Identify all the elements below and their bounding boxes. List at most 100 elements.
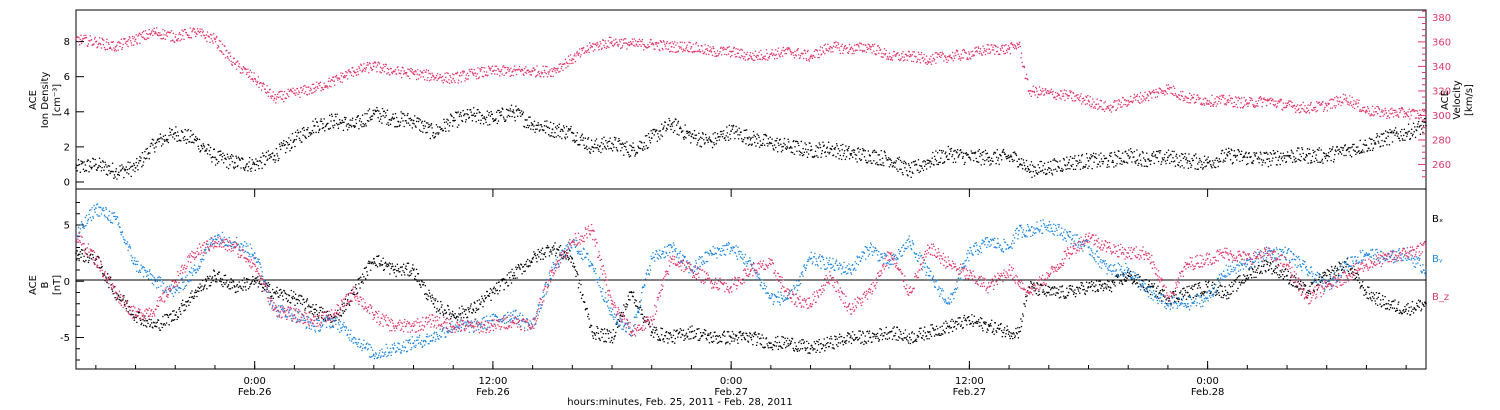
data-point-fill [133, 319, 136, 321]
data-point-fill [275, 290, 278, 292]
data-point-fill [854, 153, 856, 156]
data-point-fill [391, 72, 394, 75]
data-point-fill [402, 67, 404, 69]
data-point-fill [500, 70, 502, 72]
data-point-fill [1414, 126, 1416, 128]
data-point-fill [1001, 151, 1004, 153]
data-point-fill [802, 154, 805, 156]
data-point-fill [1307, 104, 1309, 106]
data-point-fill [332, 126, 335, 129]
data-point-fill [1393, 129, 1396, 132]
data-point-fill [887, 58, 890, 61]
data-point-fill [776, 57, 778, 60]
data-point-fill [843, 47, 845, 49]
data-point-fill [962, 57, 964, 59]
data-point-fill [302, 298, 305, 300]
data-point-fill [956, 50, 959, 52]
data-point-fill [796, 140, 799, 143]
data-point-fill [936, 152, 939, 154]
data-point-fill [1152, 155, 1154, 158]
data-point-fill [564, 138, 567, 140]
data-point-fill [957, 156, 959, 158]
data-point-fill [287, 299, 289, 302]
data-point-fill [1270, 153, 1273, 155]
data-point-fill [832, 45, 835, 47]
data-point-fill [1237, 96, 1240, 98]
data-point-fill [297, 90, 300, 92]
data-point-fill [981, 54, 984, 56]
data-point-fill [681, 41, 683, 43]
data-point-fill [824, 52, 826, 55]
data-point-fill [759, 140, 762, 142]
data-point-fill [227, 167, 230, 170]
data-point-fill [782, 46, 785, 49]
data-point-fill [828, 153, 830, 155]
data-point-fill [1156, 95, 1159, 98]
top-right-tick-label: 300 [1432, 111, 1451, 122]
data-point-fill [130, 42, 132, 44]
data-point-fill [187, 36, 190, 39]
data-point-fill [809, 57, 811, 59]
data-point-fill [222, 162, 225, 164]
x-tick-label-time: 0:00 [243, 376, 265, 387]
data-point-fill [719, 135, 721, 138]
data-point-fill [1139, 159, 1142, 162]
data-point-fill [327, 122, 329, 125]
data-point-fill [332, 76, 335, 78]
data-point-fill [466, 78, 468, 81]
data-point-fill [1163, 156, 1165, 159]
data-point-fill [721, 53, 723, 56]
data-point-fill [142, 30, 145, 33]
data-point-fill [165, 32, 168, 34]
data-point-fill [1227, 101, 1230, 104]
data-point-fill [1122, 97, 1124, 99]
data-point-fill [139, 42, 141, 44]
data-point-fill [93, 165, 96, 167]
data-point-fill [257, 164, 260, 167]
data-point-fill [80, 42, 83, 45]
data-point-fill [1416, 110, 1419, 112]
data-point-fill [209, 275, 211, 278]
data-point-fill [865, 159, 867, 161]
data-point-fill [266, 284, 269, 286]
data-point-fill [562, 125, 565, 127]
data-point-fill [615, 38, 617, 40]
data-point-fill [1154, 96, 1157, 99]
data-point-fill [1297, 158, 1299, 161]
data-point-fill [746, 51, 749, 54]
data-point-fill [80, 34, 82, 36]
data-point [253, 280, 256, 283]
data-point-fill [422, 72, 424, 74]
data-point-fill [686, 132, 688, 135]
data-point-fill [1248, 152, 1250, 154]
data-point-fill [264, 88, 266, 90]
data-point-fill [361, 273, 364, 275]
data-point-fill [430, 78, 432, 81]
data-point-fill [865, 51, 868, 53]
data-point-fill [626, 48, 628, 50]
data-point-fill [274, 93, 276, 96]
data-point-fill [1345, 99, 1347, 102]
data-point-fill [268, 154, 270, 157]
data-point-fill [1005, 158, 1008, 160]
data-point-fill [429, 137, 432, 140]
data-point-fill [501, 73, 503, 75]
data-point-fill [410, 118, 413, 121]
data-point-fill [255, 80, 257, 82]
data-point-fill [612, 143, 615, 146]
x-tick-label-time: 0:00 [1196, 376, 1218, 387]
data-point-fill [1237, 149, 1240, 151]
data-point-fill [480, 66, 483, 69]
data-point-fill [863, 156, 866, 158]
data-point-fill [673, 120, 675, 123]
data-point-fill [1273, 100, 1275, 102]
data-point-fill [1332, 146, 1334, 148]
data-point-fill [1124, 99, 1126, 101]
data-point-fill [1268, 98, 1271, 100]
data-point-fill [490, 67, 492, 69]
data-point-fill [126, 172, 128, 174]
data-point-fill [286, 94, 289, 96]
data-point-fill [1163, 89, 1165, 92]
data-point-fill [203, 144, 205, 147]
data-point-fill [191, 141, 194, 143]
